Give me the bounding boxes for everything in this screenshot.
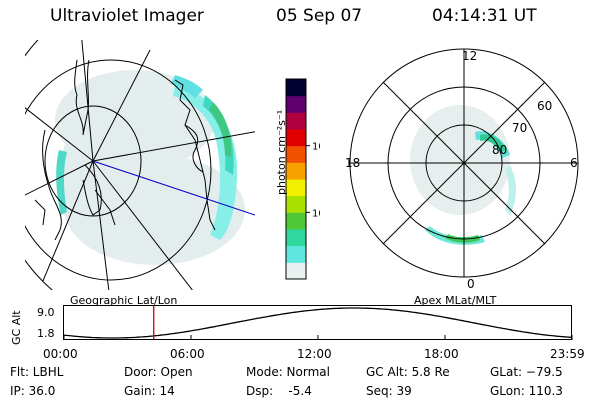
coastlines xyxy=(34,59,216,241)
glon-info: GLon: 110.3 xyxy=(490,384,563,398)
gain-info: Gain: 14 xyxy=(124,384,175,398)
colorbar-tick-label: 100 xyxy=(312,142,320,153)
colorbar-unit: photon cm⁻²s⁻¹ xyxy=(275,109,288,195)
xtick-1200: 12:00 xyxy=(297,347,332,361)
mlat-label-70: 70 xyxy=(512,121,527,135)
colorbar-ticks: 100 10 xyxy=(306,142,320,219)
graticule xyxy=(25,40,255,290)
left-panel-caption: Geographic Lat/Lon xyxy=(70,294,178,307)
geographic-image xyxy=(25,40,255,290)
polar-plot: 12 18 6 0 60 70 80 xyxy=(345,48,579,290)
altitude-ylabel: GC Alt xyxy=(10,310,23,345)
dsp-info: Dsp: -5.4 xyxy=(246,384,312,398)
colorbar-segment xyxy=(286,145,306,163)
time-label: 04:14:31 UT xyxy=(432,6,537,26)
colorbar-segment xyxy=(286,262,306,280)
colorbar-segment xyxy=(286,229,306,247)
colorbar-gradient xyxy=(286,79,306,280)
colorbar-segment xyxy=(286,79,306,97)
mlt-label-18: 18 xyxy=(345,156,360,170)
colorbar-segment xyxy=(286,162,306,180)
colorbar-segment xyxy=(286,212,306,230)
altitude-ytick-max: 9.0 xyxy=(37,306,55,319)
mode-info: Mode: Normal xyxy=(246,365,330,379)
ip-info: IP: 36.0 xyxy=(10,384,56,398)
right-panel-caption: Apex MLat/MLT xyxy=(414,294,497,307)
colorbar: 100 10 xyxy=(285,78,320,280)
door-info: Door: Open xyxy=(124,365,193,379)
altitude-ytick-min: 1.8 xyxy=(37,327,55,340)
altitude-curve xyxy=(63,307,573,339)
seq-info: Seq: 39 xyxy=(366,384,412,398)
colorbar-segment xyxy=(286,195,306,213)
auroral-oval-right xyxy=(171,75,238,240)
colorbar-segment xyxy=(286,179,306,197)
filter-info: Flt: LBHL xyxy=(10,365,64,379)
date-label: 05 Sep 07 xyxy=(276,6,363,26)
altitude-plot xyxy=(63,305,573,340)
gc-alt-info: GC Alt: 5.8 Re xyxy=(366,365,450,379)
colorbar-segment xyxy=(286,129,306,147)
altitude-xticks xyxy=(63,335,573,340)
auroral-oval-left xyxy=(56,150,67,215)
polar-grid xyxy=(349,48,579,278)
xtick-1800: 18:00 xyxy=(424,347,459,361)
mlat-label-60: 60 xyxy=(537,99,552,113)
xtick-2359: 23:59 xyxy=(550,347,585,361)
xtick-0000: 00:00 xyxy=(43,347,78,361)
glat-info: GLat: −79.5 xyxy=(490,365,563,379)
colorbar-segment xyxy=(286,95,306,113)
instrument-title: Ultraviolet Imager xyxy=(50,6,204,26)
xtick-0600: 06:00 xyxy=(170,347,205,361)
mlat-label-80: 80 xyxy=(492,143,507,157)
colorbar-segment xyxy=(286,112,306,130)
terminator-line xyxy=(92,160,255,216)
mlt-label-6: 6 xyxy=(570,156,578,170)
colorbar-segment xyxy=(286,245,306,263)
mlt-label-0: 0 xyxy=(467,277,475,290)
colorbar-tick-label: 10 xyxy=(312,208,320,219)
mlt-label-12: 12 xyxy=(462,49,477,63)
